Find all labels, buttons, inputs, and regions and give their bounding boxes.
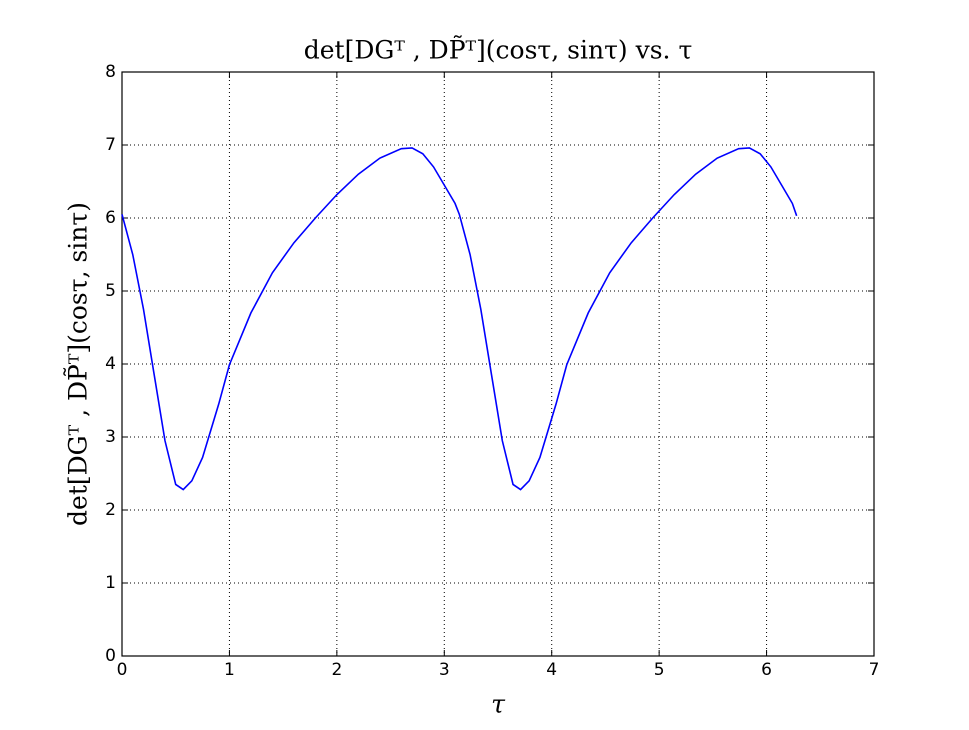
x-tick-label: 4 bbox=[546, 660, 557, 680]
y-axis-label: det[DGᵀ , DP̃ᵀ](cosτ, sinτ) bbox=[64, 202, 93, 526]
x-tick-label: 5 bbox=[654, 660, 665, 680]
y-tick-label: 1 bbox=[105, 573, 116, 593]
y-tick-label: 8 bbox=[105, 62, 116, 82]
data-line bbox=[121, 147, 798, 491]
plot-frame bbox=[121, 71, 875, 657]
y-tick-label: 6 bbox=[105, 208, 116, 228]
chart-title: det[DGᵀ , DP̃ᵀ](cosτ, sinτ) vs. τ bbox=[304, 36, 693, 65]
x-tick-label: 3 bbox=[439, 660, 450, 680]
y-tick-label: 4 bbox=[105, 354, 116, 374]
y-tick-label: 0 bbox=[105, 646, 116, 666]
y-tick-label: 3 bbox=[105, 427, 116, 447]
y-tick-label: 7 bbox=[105, 135, 116, 155]
x-tick-label: 0 bbox=[117, 660, 128, 680]
x-tick-label: 1 bbox=[224, 660, 235, 680]
y-tick-label: 2 bbox=[105, 500, 116, 520]
x-tick-label: 6 bbox=[761, 660, 772, 680]
x-tick-label: 2 bbox=[331, 660, 342, 680]
x-axis-label: τ bbox=[491, 690, 506, 719]
x-tick-label: 7 bbox=[869, 660, 880, 680]
y-tick-label: 5 bbox=[105, 281, 116, 301]
